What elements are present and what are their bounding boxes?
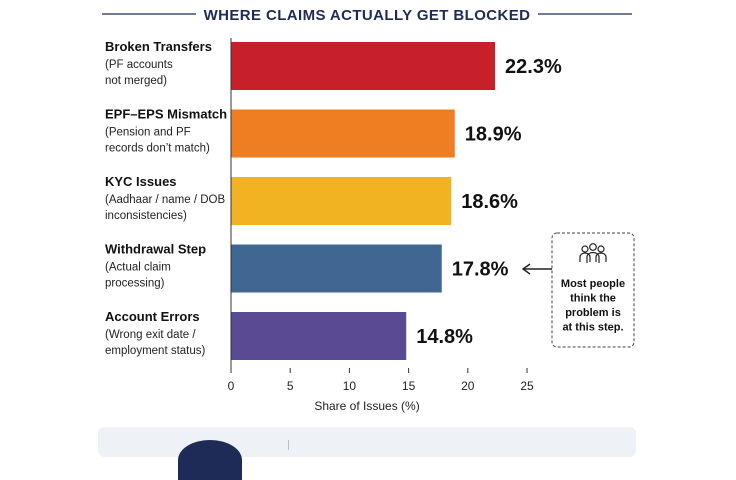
bar-4 xyxy=(231,312,407,360)
category-label-2: KYC Issues xyxy=(105,174,177,189)
category-sub-2-1: inconsistencies) xyxy=(105,210,187,222)
value-label-2: 18.6% xyxy=(461,191,518,213)
bar-3 xyxy=(231,244,442,293)
category-sub-3-1: processing) xyxy=(105,278,165,290)
bar-2 xyxy=(231,177,452,225)
value-labels: 22.3% 18.9% 18.6% 17.8% 14.8% xyxy=(416,56,562,348)
category-label-3: Withdrawal Step xyxy=(105,242,206,257)
bottom-divider xyxy=(288,440,289,450)
bar-1 xyxy=(231,109,455,158)
category-label-4: Account Errors xyxy=(105,309,200,324)
category-sub-3-0: (Actual claim xyxy=(105,262,171,274)
category-sub-0-1: not merged) xyxy=(105,75,167,87)
people-group-icon xyxy=(579,243,607,263)
callout-line-1: think the xyxy=(570,293,616,305)
x-tick-label-4: 20 xyxy=(461,379,475,393)
x-tick-label-0: 0 xyxy=(228,379,235,393)
x-axis-ticks: 0 5 10 15 20 25 xyxy=(228,368,534,393)
value-label-0: 22.3% xyxy=(505,56,562,78)
x-tick-label-1: 5 xyxy=(287,379,294,393)
x-axis-title: Share of Issues (%) xyxy=(314,399,419,413)
value-label-4: 14.8% xyxy=(416,326,473,348)
callout-line-3: at this step. xyxy=(562,322,623,334)
category-label-0: Broken Transfers xyxy=(105,39,212,54)
category-sub-2-0: (Aadhaar / name / DOB xyxy=(105,194,225,206)
bottom-panel xyxy=(98,427,636,457)
bar-chart: WHERE CLAIMS ACTUALLY GET BLOCKED Broken… xyxy=(102,7,635,413)
callout: Most people think the problem is at this st… xyxy=(521,232,635,348)
value-label-3: 17.8% xyxy=(452,259,509,281)
category-sub-0-0: (PF accounts xyxy=(105,59,173,71)
category-sub-4-1: employment status) xyxy=(105,345,206,357)
callout-line-0: Most people xyxy=(561,278,625,290)
bar-0 xyxy=(231,42,496,90)
callout-text: Most people think the problem is at this st… xyxy=(561,278,625,334)
value-label-1: 18.9% xyxy=(465,124,522,146)
category-label-1: EPF–EPS Mismatch xyxy=(105,107,227,122)
chart-title: WHERE CLAIMS ACTUALLY GET BLOCKED xyxy=(204,7,531,24)
category-labels: Broken Transfers (PF accounts not merged) E… xyxy=(105,39,227,357)
chart-title-group: WHERE CLAIMS ACTUALLY GET BLOCKED xyxy=(102,7,632,24)
x-tick-label-5: 25 xyxy=(520,379,534,393)
category-sub-1-1: records don’t match) xyxy=(105,143,210,155)
category-sub-1-0: (Pension and PF xyxy=(105,127,191,139)
bars xyxy=(231,42,496,360)
x-tick-label-3: 15 xyxy=(402,379,416,393)
callout-line-2: problem is xyxy=(565,307,621,319)
callout-box xyxy=(551,232,635,348)
callout-arrow-head xyxy=(521,263,531,275)
bottom-pie-graphic xyxy=(178,440,242,480)
category-sub-4-0: (Wrong exit date / xyxy=(105,329,196,341)
x-tick-label-2: 10 xyxy=(343,379,357,393)
